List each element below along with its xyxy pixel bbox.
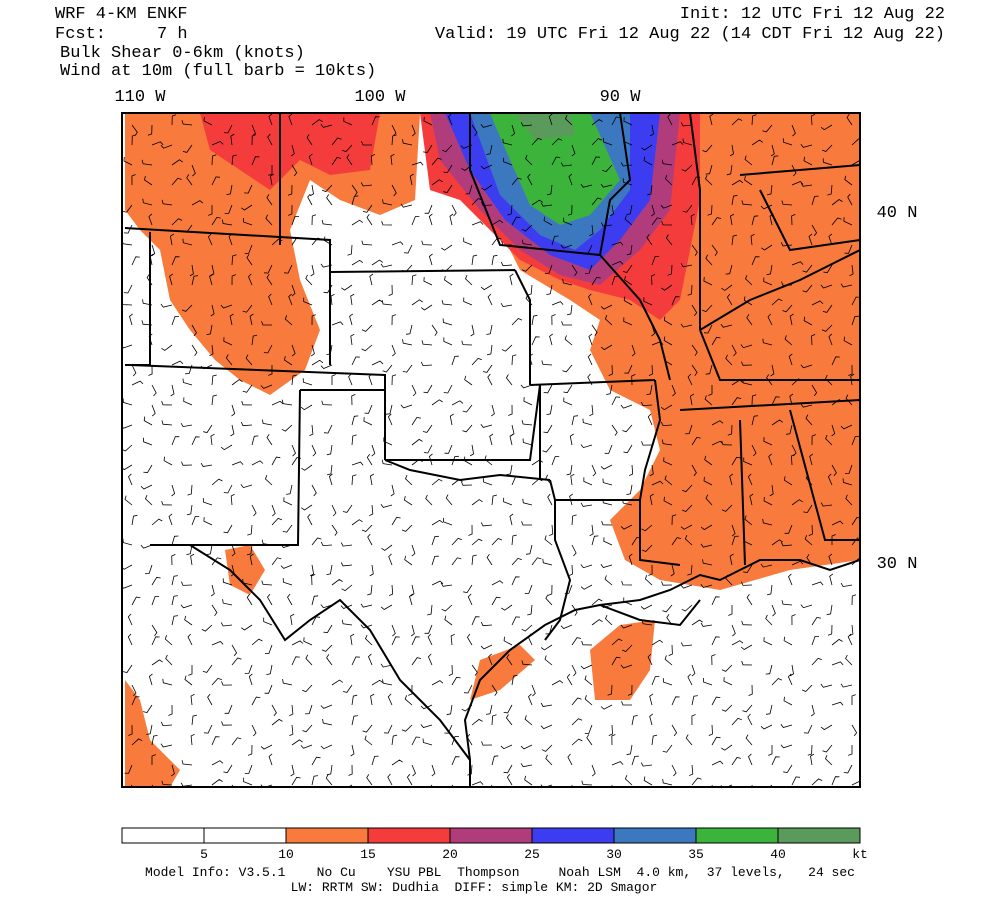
colorbar-swatch: [285, 827, 369, 844]
colorbar-label: 15: [360, 847, 376, 862]
map: [122, 113, 860, 787]
shear-area: [470, 645, 535, 700]
colorbar-label: 40: [770, 847, 786, 862]
wind-info: Wind at 10m (full barb = 10kts): [60, 62, 376, 81]
colorbar-swatch: [531, 827, 615, 844]
colorbar-label: 10: [278, 847, 294, 862]
colorbar-label: 25: [524, 847, 540, 862]
model-name: WRF 4-KM ENKF: [55, 5, 188, 24]
valid-time: Valid: 19 UTC Fri 12 Aug 22 (14 CDT Fri …: [435, 25, 945, 44]
lon-label: 90 W: [600, 88, 642, 107]
lon-label: 100 W: [354, 88, 406, 107]
colorbar-label: 35: [688, 847, 704, 862]
lat-label: 40 N: [877, 204, 918, 223]
colorbar-swatch: [777, 827, 861, 844]
shear-area: [490, 113, 620, 225]
wind-barb: [122, 113, 860, 787]
colorbar-label: 30: [606, 847, 622, 862]
lon-label: 110 W: [114, 88, 166, 107]
shear-area: [590, 620, 655, 700]
field-name: Bulk Shear 0-6km (knots): [60, 44, 305, 63]
colorbar-swatch: [449, 827, 533, 844]
physics-info: LW: RRTM SW: Dudhia DIFF: simple KM: 2D …: [291, 880, 658, 895]
colorbar-label: 20: [442, 847, 458, 862]
state-borders: [124, 113, 860, 787]
colorbar-label: 5: [200, 847, 208, 862]
forecast-hour: Fcst: 7 h: [55, 25, 188, 44]
colorbar-swatch: [121, 827, 205, 844]
model-info: Model Info: V3.5.1 No Cu YSU PBL Thompso…: [145, 865, 855, 880]
init-time: Init: 12 UTC Fri 12 Aug 22: [680, 5, 945, 24]
colorbar-swatch: [695, 827, 779, 844]
lat-label: 30 N: [877, 555, 918, 574]
wind-barbs: [122, 113, 860, 787]
colorbar-swatch: [367, 827, 451, 844]
shear-area: [200, 113, 380, 190]
colorbar-unit: kt: [852, 847, 868, 862]
border: [124, 113, 860, 641]
colorbar-swatch: [613, 827, 697, 844]
shear-area: [515, 113, 575, 140]
coastline: [189, 544, 860, 787]
shear-area: [125, 680, 180, 787]
shear-area: [225, 545, 265, 595]
colorbar-swatch: [203, 827, 287, 844]
map-frame: [121, 112, 861, 788]
colorbar: 5 10 15 20 25 30 35 40 kt: [121, 827, 868, 862]
shear-area: [125, 113, 420, 395]
